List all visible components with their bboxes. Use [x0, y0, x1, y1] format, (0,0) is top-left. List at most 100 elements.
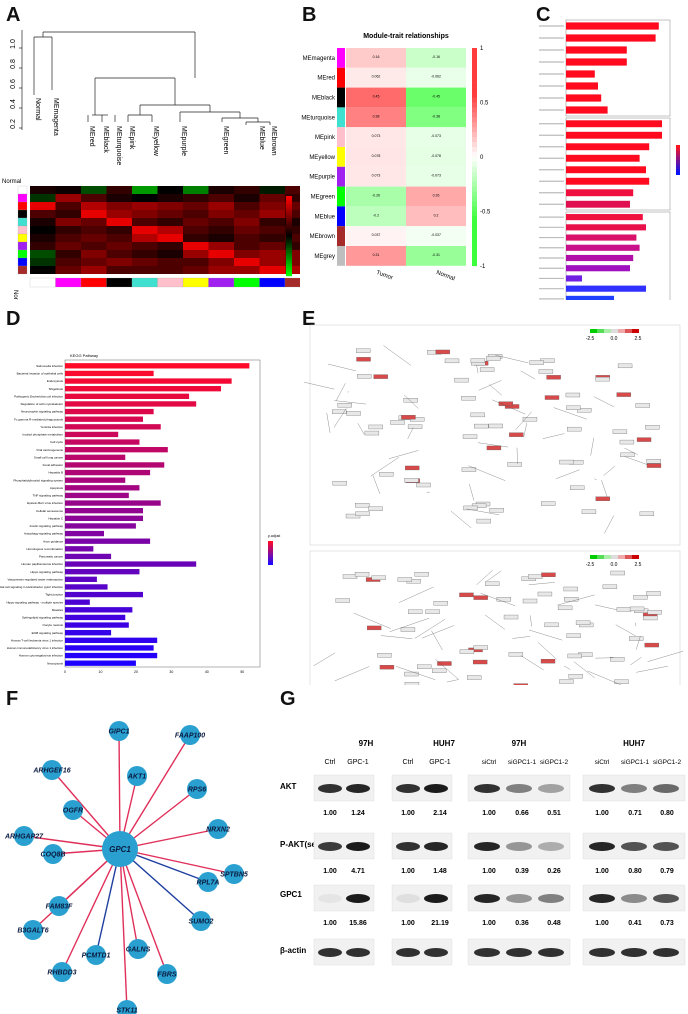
kegg-bar [65, 447, 168, 453]
pathway-gene-box [342, 574, 358, 579]
dendro-leaf-label: MEpurple [180, 126, 187, 156]
wb-band [621, 842, 647, 851]
module-row-label: MEyellow [309, 155, 335, 161]
pathway-edge [590, 437, 595, 456]
heatmap-cell [30, 202, 56, 210]
kegg-legend-step [268, 543, 273, 545]
pathway-edge [478, 380, 502, 391]
heatmap-row-color [17, 225, 28, 235]
heatmap-colorbar-step [286, 232, 292, 235]
pathway-gene-box [529, 360, 544, 365]
go-bar [566, 285, 646, 292]
heatmap-row-color [17, 241, 28, 251]
dendro-y-tick-label: 0.8 [10, 59, 17, 69]
heatmap-cell [132, 218, 158, 226]
go-bar [566, 106, 608, 114]
heatmap-cell [30, 266, 56, 274]
heatmap-cell [285, 202, 300, 210]
heatmap-cell [106, 218, 132, 226]
pathway-gene-box [474, 423, 489, 429]
module-colorbar-step [472, 206, 477, 212]
pathway-edge [327, 363, 357, 372]
pathway-gene-box [444, 358, 460, 364]
pathway-edge [647, 650, 684, 662]
module-colorbar-step [472, 176, 477, 182]
pathway-gene-box [544, 395, 560, 400]
heatmap-cell [157, 242, 183, 250]
pathway-gene-box [647, 610, 662, 615]
kegg-bar [65, 386, 221, 392]
kegg-bar [65, 393, 190, 399]
wb-band [424, 894, 448, 903]
pathway-gene-box [379, 665, 395, 670]
kegg-bar [65, 462, 165, 468]
wb-lane-label: GPC-1 [347, 759, 369, 766]
pathway-gene-box [508, 652, 524, 657]
wb-band [424, 842, 448, 851]
dendro-leaf-label: MEblue [258, 126, 265, 150]
kegg-bar [65, 622, 129, 628]
heatmap-cell [208, 194, 234, 202]
module-colorbar-step [472, 250, 477, 257]
heatmap-cell [183, 258, 209, 266]
pathway-edge [624, 447, 638, 455]
go-bar [566, 166, 646, 174]
pathway-gene-box [619, 439, 635, 445]
go-bar [566, 131, 662, 139]
heatmap-cell [208, 234, 234, 242]
pathway-gene-box [513, 683, 528, 685]
heatmap-row-color [17, 233, 28, 243]
heatmap-cell [285, 242, 300, 250]
heatmap-cell [81, 234, 107, 242]
go-bar [566, 214, 643, 221]
panel-e-kegg-pathway-maps: -2.5 0.0 2.5 -2.5 0.0 2.5 [304, 324, 684, 685]
module-row-label: MEgrey [314, 254, 335, 260]
kegg-pathway-label: Human T-cell leukemia virus 1 infection [11, 638, 63, 642]
wb-band [346, 842, 370, 851]
heatmap-row-color [17, 185, 28, 195]
pathway-gene-box [544, 622, 559, 628]
wb-row-label: P-AKT(ser473) [280, 840, 335, 849]
heatmap-col-label: Normal [12, 290, 18, 300]
heatmap-cell [55, 250, 81, 258]
heatmap-colorbar-step [286, 218, 292, 221]
module-colorbar-tick: 0.5 [480, 100, 489, 106]
pathway-gene-box [379, 472, 394, 477]
heatmap-colorbar-step [286, 220, 292, 223]
wb-quant-value: 0.26 [547, 868, 561, 875]
heatmap-cell [132, 250, 158, 258]
module-cell-value: 0.073 [372, 134, 381, 138]
pathway-gene-box [433, 601, 448, 606]
heatmap-col-color [182, 277, 209, 288]
module-row-label: MEturquoise [301, 115, 335, 121]
heatmap-cell [208, 210, 234, 218]
heatmap-cell [106, 186, 132, 194]
heatmap-colorbar-step [286, 210, 292, 213]
module-cell [346, 127, 406, 147]
module-cell-value: 0.26 [433, 194, 440, 198]
go-bar [566, 265, 630, 272]
wb-band [653, 948, 679, 957]
kegg-legend-step [268, 563, 273, 565]
kegg-bar [65, 424, 161, 430]
module-cell [406, 107, 466, 128]
pathway-edge [520, 370, 536, 380]
module-colorbar-step [472, 82, 477, 88]
go-facet-box [565, 117, 671, 211]
module-colorbar-step [472, 156, 477, 163]
wb-band [589, 948, 615, 957]
pathway-gene-box [470, 412, 485, 418]
kegg-bar [65, 477, 126, 483]
pathway-gene-box [364, 430, 380, 436]
ppi-edge [61, 848, 121, 973]
wb-band [506, 784, 532, 793]
go-bar [566, 189, 634, 197]
kegg-pathway-label: Epstein-Barr virus infection [27, 501, 63, 505]
kegg-legend-step [268, 547, 273, 549]
module-cell-value: 0.38 [373, 114, 380, 118]
module-cell [406, 147, 466, 167]
wb-lane-label: siGPC1-2 [653, 759, 682, 766]
heatmap-cell [55, 194, 81, 202]
pathway-edge [624, 456, 648, 465]
module-colorbar-step [472, 147, 477, 153]
